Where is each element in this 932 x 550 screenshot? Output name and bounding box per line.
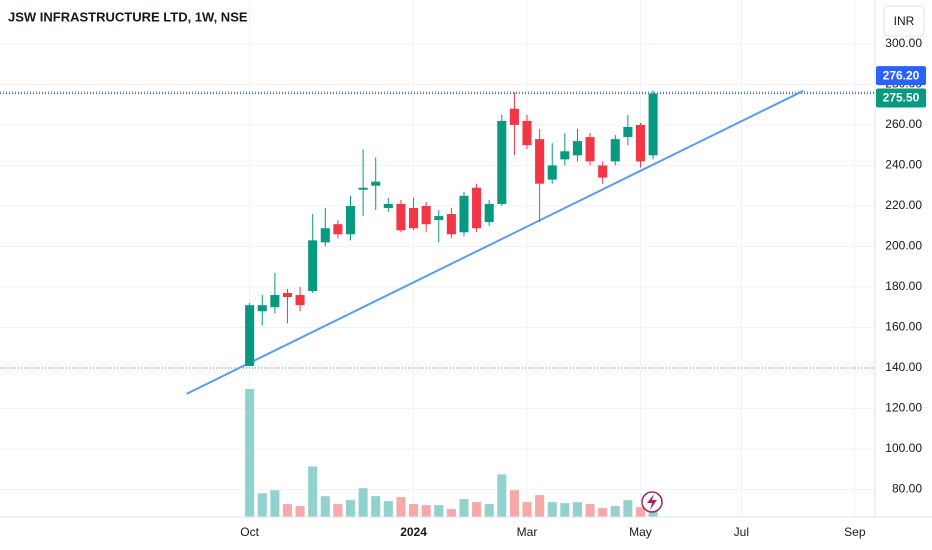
candle-body xyxy=(572,141,582,156)
candle-body xyxy=(358,187,368,190)
volume-bar xyxy=(547,502,557,517)
currency-button[interactable] xyxy=(883,5,925,37)
volume-bar xyxy=(257,493,267,517)
volume-bar xyxy=(345,500,356,517)
volume-bar xyxy=(509,490,519,517)
currency-label[interactable]: INR xyxy=(894,14,915,28)
y-tick-label: 240.00 xyxy=(885,158,922,172)
price-label: 276.20 xyxy=(883,68,920,82)
volume-bar xyxy=(270,490,280,517)
line-layer xyxy=(0,90,875,395)
y-tick-label: 120.00 xyxy=(885,401,922,415)
y-tick-label: 100.00 xyxy=(885,441,922,455)
grid xyxy=(0,0,875,517)
candle-body xyxy=(484,203,494,223)
x-tick-label: 2024 xyxy=(400,525,427,539)
volume-bar xyxy=(421,505,431,517)
volume-bar xyxy=(295,506,305,517)
volume-bar xyxy=(522,502,532,517)
volume-bar xyxy=(282,504,293,517)
candle-body xyxy=(245,305,255,366)
candle-body xyxy=(396,203,406,231)
volume-bar xyxy=(535,495,545,517)
candle-body xyxy=(459,195,469,233)
price-label-box xyxy=(876,88,926,108)
y-tick-label: 260.00 xyxy=(885,117,922,131)
candle-body xyxy=(345,205,356,235)
candle-body xyxy=(623,126,633,138)
lightning-icon[interactable] xyxy=(641,491,663,513)
volume-bar xyxy=(358,488,368,517)
candle-body xyxy=(308,240,318,292)
y-tick-label: 180.00 xyxy=(885,279,922,293)
volume-bar xyxy=(585,504,595,517)
volume-bar xyxy=(572,502,582,517)
x-tick-label: Sep xyxy=(844,525,866,539)
candle-layer xyxy=(245,90,658,366)
x-tick-label: Mar xyxy=(517,525,538,539)
candle-body xyxy=(535,139,545,184)
volume-bar xyxy=(434,505,444,517)
candle-body xyxy=(320,228,330,243)
axis-layer: 80.00 100.00 120.00 140.00 160.00 180.00 200.0… xyxy=(240,36,926,539)
volume-bar xyxy=(383,501,393,517)
candle-body xyxy=(371,181,381,186)
y-tick-label: 300.00 xyxy=(885,36,922,50)
volume-bar xyxy=(497,474,507,517)
price-label: 275.50 xyxy=(883,91,920,105)
volume-bar xyxy=(635,507,646,517)
candle-body xyxy=(295,295,305,306)
candle-body xyxy=(560,151,570,160)
x-tick-label: Oct xyxy=(240,525,259,539)
x-tick-label: Jul xyxy=(734,525,749,539)
y-tick-label: 220.00 xyxy=(885,198,922,212)
volume-bar xyxy=(484,504,494,517)
chart-title: JSW INFRASTRUCTURE LTD, 1W, NSE xyxy=(8,9,248,24)
volume-bar xyxy=(371,496,381,517)
volume-bar xyxy=(598,508,608,517)
candle-body xyxy=(598,165,608,178)
volume-bar xyxy=(472,502,482,517)
y-tick-label: 200.00 xyxy=(885,239,922,253)
volume-bar xyxy=(409,504,419,517)
candle-body xyxy=(547,165,557,180)
candle-body xyxy=(270,295,280,308)
candle-body xyxy=(522,120,532,146)
volume-bar xyxy=(245,388,255,517)
candle-body xyxy=(497,120,507,204)
volume-bar xyxy=(459,499,469,517)
volume-bar xyxy=(396,497,406,517)
price-label-box xyxy=(876,66,926,86)
volume-bar xyxy=(623,500,633,517)
candle-body xyxy=(610,139,620,162)
candle-body xyxy=(409,207,419,229)
x-tick-label: May xyxy=(629,525,652,539)
candle-body xyxy=(648,93,658,156)
volume-bar xyxy=(308,466,318,517)
candle-body xyxy=(282,293,293,298)
y-tick-label: 140.00 xyxy=(885,360,922,374)
candle-body xyxy=(383,203,393,208)
candle-body xyxy=(509,108,519,125)
candle-body xyxy=(257,305,267,312)
volume-bar xyxy=(560,503,570,517)
candle-body xyxy=(472,187,482,229)
candle-body xyxy=(635,124,646,162)
y-tick-label: 160.00 xyxy=(885,320,922,334)
candle-body xyxy=(585,137,595,162)
candle-body xyxy=(434,216,444,221)
volume-bar xyxy=(333,504,343,517)
volume-bar xyxy=(320,496,330,517)
candle-body xyxy=(446,214,456,235)
trendline xyxy=(186,90,804,395)
volume-bar xyxy=(610,506,620,517)
candle-body xyxy=(333,224,343,235)
volume-bar xyxy=(446,509,456,517)
candle-body xyxy=(421,205,431,225)
y-tick-label: 80.00 xyxy=(892,482,922,496)
